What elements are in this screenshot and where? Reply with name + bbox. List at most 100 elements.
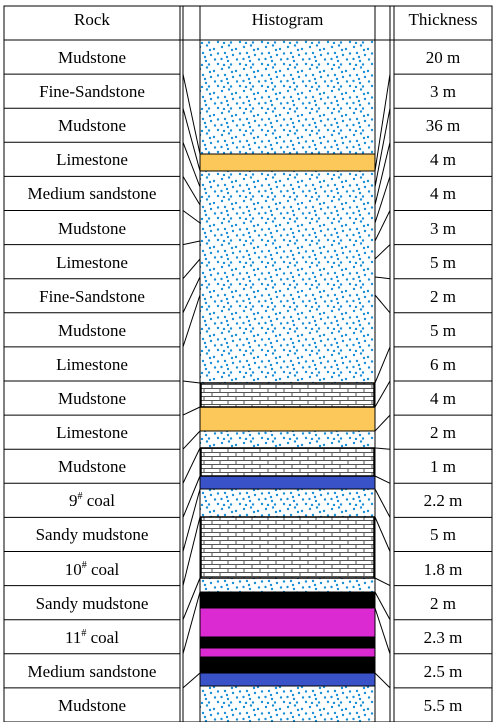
rock-name: Mudstone: [4, 49, 180, 66]
leader-right: [374, 294, 391, 314]
rock-name-text: Sandy mudstone: [35, 593, 149, 613]
rock-name-text: Mudstone: [58, 116, 126, 136]
rock-name-text: Mudstone: [58, 48, 126, 68]
thickness-value: 2.3 m: [423, 627, 463, 647]
brick-outline: [200, 447, 375, 477]
rock-name-text: Mudstone: [58, 695, 126, 715]
rock-name: Medium sandstone: [4, 185, 180, 202]
thickness-value: 36 m: [425, 116, 461, 136]
rock-name-text: Limestone: [56, 252, 128, 272]
leader-right: [374, 591, 391, 620]
leader-right: [374, 244, 391, 260]
thickness-value: 6 m: [430, 354, 456, 374]
leader-right: [374, 346, 391, 384]
sandstone-lower: [200, 431, 375, 448]
leader-left: [182, 516, 201, 586]
leader-left: [182, 591, 201, 654]
thickness-value: 4 m: [430, 150, 456, 170]
rock-name: Mudstone: [4, 220, 180, 237]
mudstone-brick-2: [200, 448, 375, 476]
sandstone-upper: [200, 40, 375, 154]
coal-band-10: [200, 592, 375, 608]
thickness-value: 2 m: [430, 593, 456, 613]
rock-name: 11# coal: [4, 627, 180, 647]
leader-right: [374, 74, 391, 172]
thickness-value: 2 m: [430, 286, 456, 306]
limestone-band-1: [200, 154, 375, 171]
leader-right: [374, 276, 391, 280]
mudstone-brick-1: [200, 383, 375, 407]
leader-left: [182, 240, 201, 246]
thickness-value: 2.5 m: [423, 661, 463, 681]
leader-right: [374, 108, 391, 188]
coal-band-9: [200, 476, 375, 489]
rock-name: Sandy mudstone: [4, 526, 180, 543]
brick-outline: [200, 516, 375, 579]
leader-right: [374, 577, 391, 587]
rock-name: Mudstone: [4, 458, 180, 475]
seam-number-marker: #: [81, 627, 87, 639]
seam-number-marker: #: [81, 559, 87, 571]
rock-name-text: Medium sandstone: [27, 184, 157, 204]
leader-left: [182, 406, 201, 416]
rock-name: Fine-Sandstone: [4, 288, 180, 305]
leader-left: [182, 672, 201, 689]
leader-left: [182, 380, 201, 384]
thickness-value: 20 m: [425, 48, 461, 68]
mudstone-brick-3: [200, 517, 375, 578]
leader-right: [374, 142, 391, 206]
leader-right: [374, 516, 391, 552]
leader-left: [182, 475, 201, 518]
leader-left: [182, 142, 201, 188]
coal-band-11b: [200, 657, 375, 673]
rock-name: Medium sandstone: [4, 663, 180, 680]
thickness-value: 3 m: [430, 218, 456, 238]
rock-name-text: Limestone: [56, 423, 128, 443]
leader-right: [374, 176, 391, 224]
leader-left: [182, 176, 201, 206]
thickness-value: 2 m: [430, 423, 456, 443]
header-rock: Rock: [74, 10, 110, 29]
rock-name-suffix: coal: [86, 559, 120, 579]
rock-name-text: Mudstone: [58, 218, 126, 238]
thickness-value: 4 m: [430, 389, 456, 409]
leader-right: [374, 447, 391, 450]
coal-band-blue: [200, 673, 375, 686]
leader-left: [182, 108, 201, 172]
leader-left: [182, 294, 201, 348]
brick-outline: [200, 382, 375, 408]
rock-name-suffix: coal: [86, 627, 119, 647]
leader-left: [182, 430, 201, 450]
rock-name-text: 9: [68, 491, 78, 511]
sandstone-gap: [200, 489, 375, 517]
header-histogram: Histogram: [251, 10, 324, 29]
magenta-band-1: [200, 608, 375, 637]
leader-left: [182, 276, 201, 314]
leader-right: [374, 607, 391, 654]
rock-name: 10# coal: [4, 559, 180, 579]
sandstone-middle: [200, 171, 375, 383]
rock-name-text: 10: [64, 559, 82, 579]
rock-name: Sandy mudstone: [4, 595, 180, 612]
leader-left: [182, 73, 201, 155]
thickness-value: 1 m: [430, 457, 456, 477]
rock-name: Limestone: [4, 356, 180, 373]
leader-left: [182, 488, 201, 552]
leader-right: [374, 380, 391, 408]
coal-band-11a: [200, 637, 375, 648]
header-thickness: Thickness: [408, 10, 478, 29]
leader-left: [182, 447, 201, 484]
leader-left: [182, 577, 201, 620]
rock-name: Fine-Sandstone: [4, 83, 180, 100]
thickness-value: 5 m: [430, 320, 456, 340]
leader-right: [374, 210, 391, 242]
thickness-value: 4 m: [430, 184, 456, 204]
sandstone-bottom: [200, 686, 375, 722]
rock-name: Mudstone: [4, 117, 180, 134]
rock-name-text: Mudstone: [58, 457, 126, 477]
thickness-value: 5.5 m: [423, 695, 463, 715]
leader-right: [374, 672, 391, 689]
sandstone-thin: [200, 578, 375, 592]
